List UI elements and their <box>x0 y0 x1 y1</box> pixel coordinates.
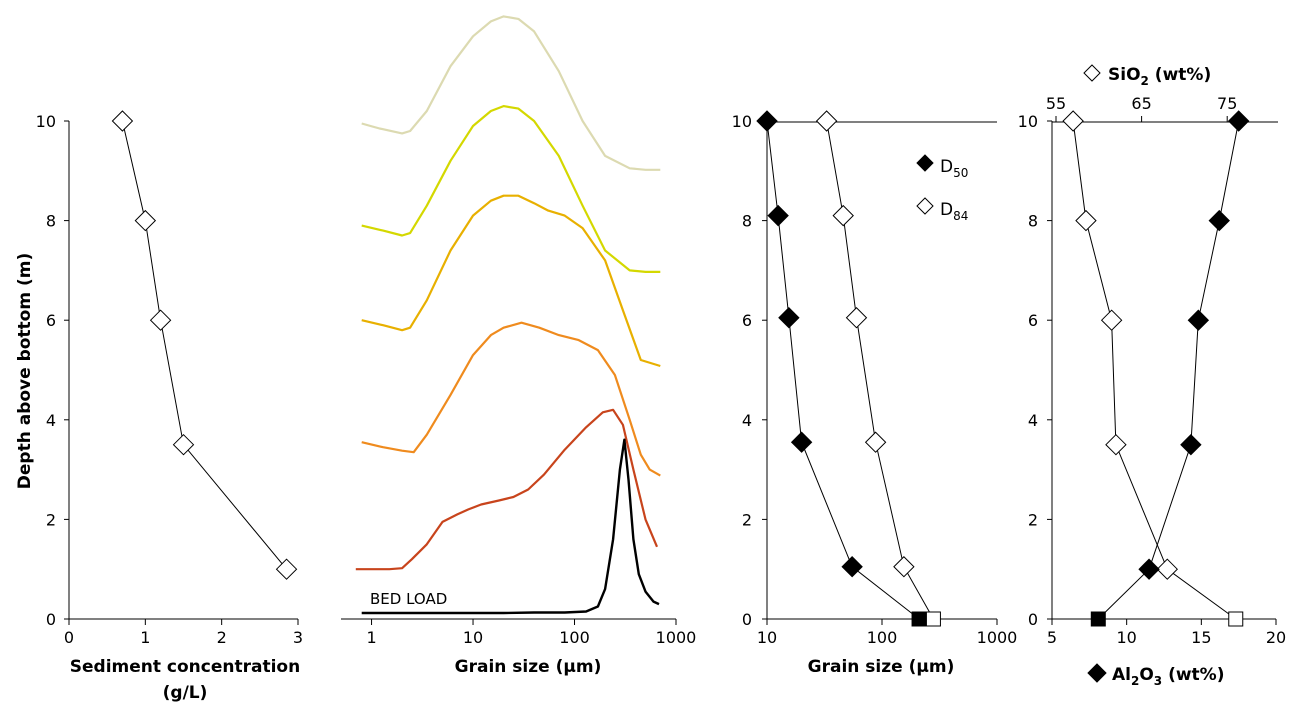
x-axis-units: (g/L) <box>163 683 208 703</box>
legend-d84-marker <box>916 197 934 215</box>
x-tick-label: 1000 <box>977 628 1018 647</box>
sio2-point <box>1100 309 1123 331</box>
x-tick-label: 20 <box>1266 628 1286 647</box>
x-axis-label: Grain size (µm) <box>808 657 955 677</box>
panel-sediment-concentration: Depth above bottom (m) Sediment concentr… <box>15 110 303 703</box>
bed-load-d50-point <box>911 611 927 627</box>
panel-d50-d84: Grain size (µm) D50 D84 0 2 4 6 8 10 10 100 1000 <box>732 110 1018 677</box>
distribution-curve <box>361 104 661 273</box>
y-tick-label: 8 <box>1028 212 1038 231</box>
x-tick-label: 1000 <box>656 628 697 647</box>
y-tick-label: 8 <box>46 212 56 231</box>
al2o3-line <box>1097 120 1240 620</box>
d50-point <box>767 204 789 227</box>
data-point <box>172 433 195 456</box>
bed-load-d84-point <box>925 611 941 627</box>
distribution-curve <box>361 194 661 368</box>
al2o3-point <box>1187 309 1210 331</box>
x-tick-label: 10 <box>757 628 777 647</box>
legend-al2o3-marker <box>1087 663 1107 683</box>
y-tick-label: 2 <box>742 510 752 529</box>
legend-d50-label: D50 <box>940 157 968 180</box>
d50-point <box>790 431 813 453</box>
y-tick-label: 10 <box>732 112 752 131</box>
x-axis-label: Al2O3 (wt%) <box>1112 665 1224 688</box>
top-axis-label: SiO2 (wt%) <box>1108 65 1211 88</box>
x-tick-label: 0 <box>64 628 74 647</box>
al2o3-point <box>1138 558 1160 580</box>
series-line <box>121 120 287 570</box>
sio2-line <box>1072 120 1237 620</box>
top-x-tick-label: 55 <box>1046 94 1066 113</box>
bed-load-label: BED LOAD <box>370 590 447 608</box>
x-tick-label: 10 <box>463 628 483 647</box>
data-point <box>111 110 134 132</box>
al2o3-bed-load-point <box>1090 611 1106 627</box>
d50-point <box>778 307 800 329</box>
y-axis-label: Depth above bottom (m) <box>15 253 35 489</box>
top-x-tick-label: 75 <box>1217 94 1237 113</box>
y-tick-label: 2 <box>1028 510 1038 529</box>
d84-point <box>845 307 868 329</box>
d84-point <box>864 431 887 453</box>
al2o3-point <box>1180 433 1202 456</box>
y-tick-label: 6 <box>46 311 56 330</box>
panel-sio2-al2o3: SiO2 (wt%) Al2O3 (wt%) 0 2 4 6 8 10 5 10 15 20 55 6… <box>1018 64 1286 688</box>
data-point <box>149 309 172 331</box>
al2o3-point <box>1227 110 1250 132</box>
top-x-tick-label: 65 <box>1131 94 1151 113</box>
legend-sio2-marker <box>1083 64 1101 82</box>
x-tick-label: 10 <box>1116 628 1136 647</box>
x-axis-label: Sediment concentration <box>70 657 300 677</box>
d50-point <box>841 556 863 578</box>
distribution-curve <box>361 321 661 477</box>
sio2-point <box>1156 558 1178 580</box>
x-tick-label: 3 <box>293 628 303 647</box>
x-tick-label: 100 <box>867 628 898 647</box>
x-tick-label: 1 <box>366 628 376 647</box>
y-tick-label: 0 <box>1028 610 1038 629</box>
x-tick-label: 5 <box>1047 628 1057 647</box>
x-tick-label: 2 <box>217 628 227 647</box>
x-tick-label: 15 <box>1191 628 1211 647</box>
x-tick-label: 1 <box>140 628 150 647</box>
sio2-bed-load-point <box>1228 611 1244 627</box>
x-axis-label: Grain size (µm) <box>455 657 602 677</box>
d50-point <box>756 110 778 132</box>
y-tick-label: 2 <box>46 510 56 529</box>
d84-line <box>826 120 934 620</box>
sio2-point <box>1062 110 1084 132</box>
y-tick-label: 6 <box>742 311 752 330</box>
y-tick-label: 4 <box>742 411 752 430</box>
y-tick-label: 10 <box>1018 112 1038 131</box>
data-point <box>275 558 298 580</box>
data-point <box>134 209 157 232</box>
legend-d50-marker <box>916 154 934 172</box>
d84-point <box>815 110 838 132</box>
legend: D50 D84 <box>916 154 968 223</box>
sio2-point <box>1105 433 1127 456</box>
panel-grain-size-distributions: Grain size (µm) BED LOAD 1 10 100 1000 <box>341 15 697 677</box>
distribution-curve <box>355 408 659 571</box>
top-axis-legend: SiO2 (wt%) <box>1083 64 1211 88</box>
d50-line <box>766 120 920 620</box>
d84-point <box>893 556 915 578</box>
y-tick-label: 0 <box>46 610 56 629</box>
y-tick-label: 4 <box>46 411 56 430</box>
distribution-curve <box>361 15 661 171</box>
d84-point <box>832 204 854 227</box>
sio2-point <box>1075 209 1097 232</box>
al2o3-point <box>1208 209 1230 232</box>
y-tick-label: 6 <box>1028 311 1038 330</box>
y-tick-label: 4 <box>1028 411 1038 430</box>
y-tick-label: 8 <box>742 212 752 231</box>
legend-d84-label: D84 <box>940 200 968 223</box>
y-tick-label: 0 <box>742 610 752 629</box>
y-tick-label: 10 <box>36 112 56 131</box>
bed-load-curve <box>361 438 660 615</box>
x-tick-label: 100 <box>559 628 590 647</box>
bottom-axis-legend: Al2O3 (wt%) <box>1087 663 1224 688</box>
